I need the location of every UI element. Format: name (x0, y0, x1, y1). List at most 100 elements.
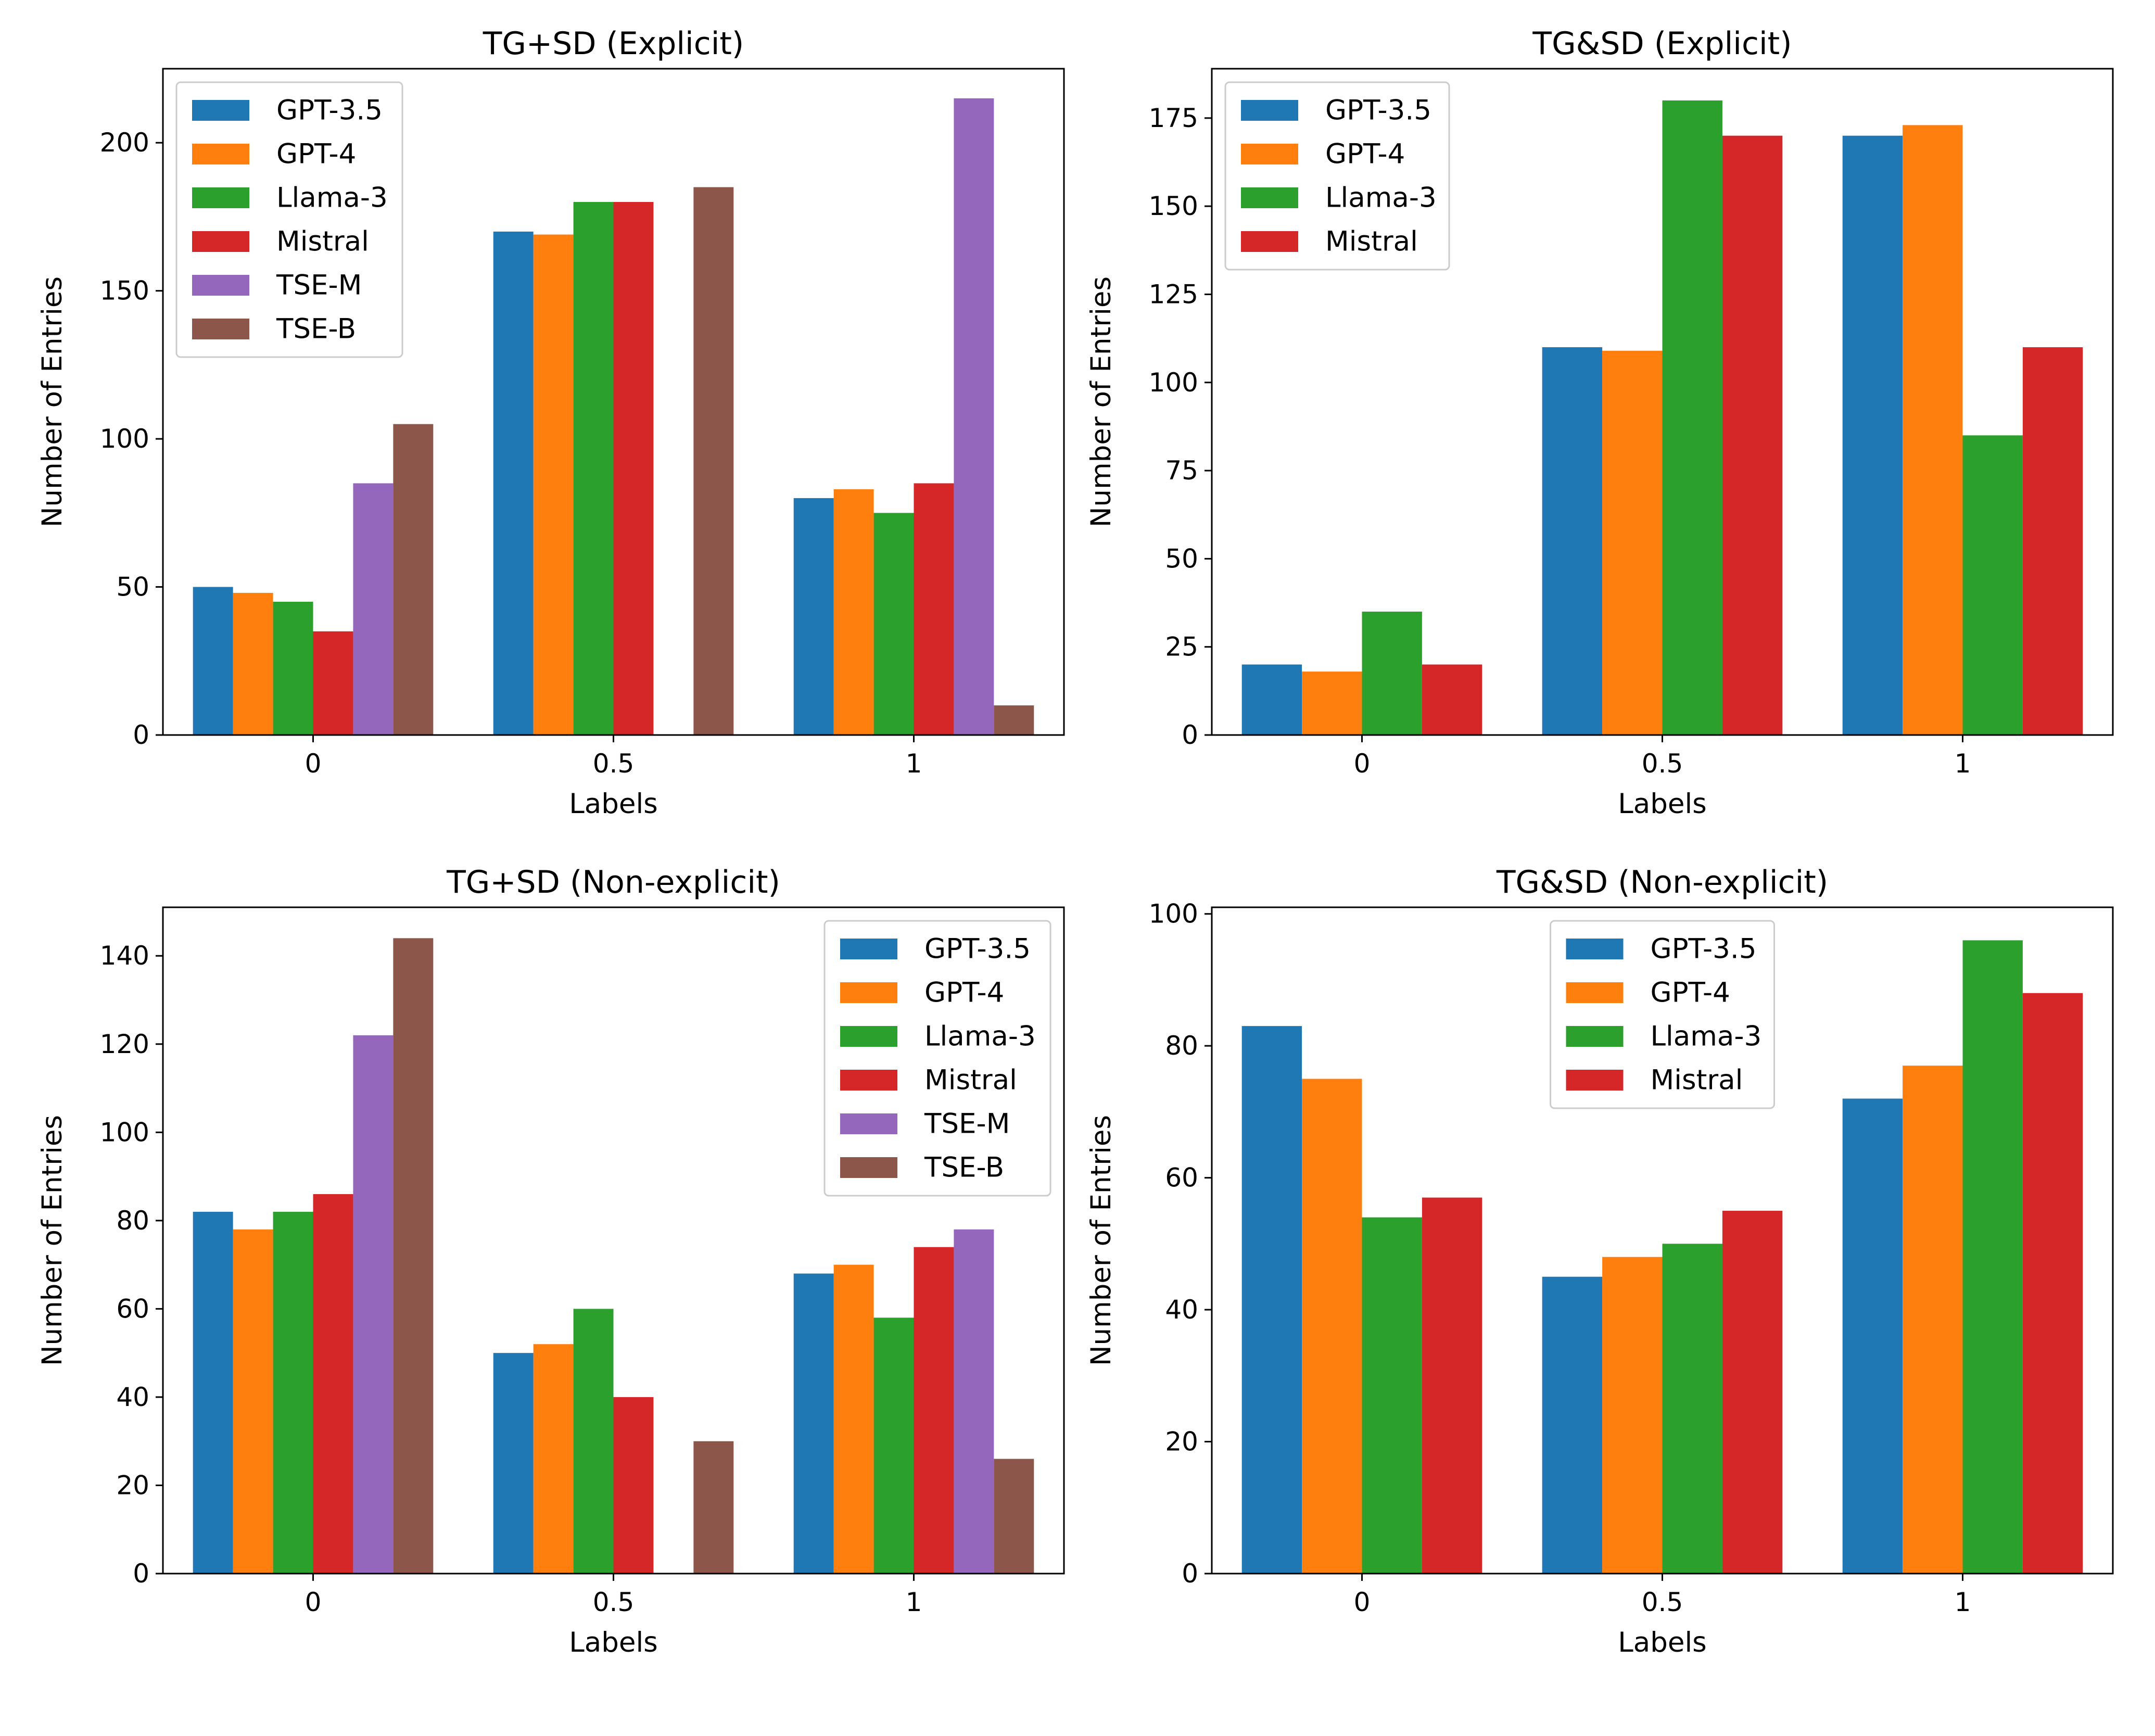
bar-llama-3-0 (1362, 611, 1422, 735)
bar-tse-m-1 (954, 1229, 994, 1574)
legend-label-gpt-4: GPT-4 (924, 977, 1004, 1009)
legend-label-gpt-3-5: GPT-3.5 (1651, 933, 1757, 965)
y-tick-label: 20 (1165, 1427, 1198, 1457)
bar-gpt-4-0-5 (533, 1344, 574, 1574)
legend-swatch-gpt-3-5 (840, 939, 897, 959)
legend-swatch-mistral (1241, 231, 1298, 252)
bar-gpt-4-0 (1302, 1079, 1362, 1574)
bar-tse-b-1 (994, 1459, 1034, 1574)
legend: GPT-3.5 GPT-4 Llama-3 Mistral (1224, 81, 1450, 271)
x-tick-label: 0.5 (1642, 749, 1683, 779)
legend-label-llama-3: Llama-3 (1325, 182, 1437, 214)
legend-swatch-mistral (840, 1070, 897, 1091)
x-tick-label: 0.5 (593, 1587, 635, 1617)
y-tick-label: 140 (100, 941, 149, 971)
bar-gpt-4-0 (1302, 671, 1362, 735)
y-tick-label: 60 (1165, 1163, 1198, 1193)
chart-panel-2: 0 25 50 75 100 125 150 175 0 0.5 1 TG&SD (Explicit)… (1085, 26, 2114, 820)
y-tick-label: 0 (1182, 1558, 1198, 1589)
y-tick-label: 100 (100, 424, 149, 454)
bar-tse-b-0-5 (693, 1441, 734, 1574)
y-tick-label: 0 (1182, 720, 1198, 750)
legend-swatch-gpt-4 (192, 144, 249, 164)
y-axis-label: Number of Entries (1085, 276, 1117, 527)
bar-tse-m-0 (353, 483, 394, 735)
y-tick-label: 175 (1149, 103, 1198, 133)
bar-mistral-1 (2022, 993, 2083, 1574)
x-tick-label: 1 (906, 1587, 922, 1617)
bar-gpt-3-5-0-5 (493, 1353, 534, 1574)
legend-label-gpt-4: GPT-4 (1325, 138, 1405, 170)
legend-swatch-mistral (192, 231, 249, 252)
bar-llama-3-0-5 (1662, 1244, 1722, 1574)
chart-title: TG+SD (Non-explicit) (446, 864, 780, 901)
bar-gpt-3-5-1 (1842, 135, 1903, 736)
bar-mistral-1 (914, 1247, 954, 1574)
chart-title: TG&SD (Non-explicit) (1496, 864, 1828, 901)
y-tick-label: 40 (1165, 1295, 1198, 1325)
legend-label-gpt-4: GPT-4 (1651, 977, 1730, 1009)
legend-swatch-gpt-3-5 (192, 100, 249, 121)
y-tick-label: 80 (116, 1206, 149, 1236)
legend: GPT-3.5 GPT-4 Llama-3 Mistral TSE-M TSE-B (175, 81, 403, 358)
bar-gpt-3-5-1 (793, 498, 834, 735)
x-axis-label: Labels (1618, 1627, 1707, 1658)
bar-tse-m-0 (353, 1035, 394, 1574)
x-axis-label: Labels (1618, 788, 1707, 820)
legend-label-gpt-4: GPT-4 (276, 138, 356, 170)
bar-tse-m-1 (954, 98, 994, 735)
bar-llama-3-0-5 (1662, 100, 1722, 736)
x-tick-label: 0 (1354, 1587, 1371, 1617)
legend-swatch-gpt-4 (840, 982, 897, 1003)
bar-llama-3-1 (873, 513, 914, 735)
legend-swatch-gpt-3-5 (1566, 939, 1624, 959)
legend-swatch-gpt-4 (1241, 144, 1298, 164)
x-tick-label: 0 (305, 1587, 322, 1617)
y-tick-label: 100 (1149, 899, 1198, 929)
bar-llama-3-1 (873, 1317, 914, 1574)
y-tick-label: 25 (1165, 632, 1198, 662)
bar-gpt-4-1 (1903, 125, 1963, 736)
bar-gpt-3-5-0 (193, 587, 233, 735)
y-tick-label: 125 (1149, 279, 1198, 309)
y-tick-label: 50 (116, 572, 149, 602)
legend-box (1550, 920, 1775, 1109)
y-tick-label: 150 (1149, 191, 1198, 221)
chart-panel-1: 0 50 100 150 200 0 0.5 1 TG+SD (Explicit) Labels N… (36, 26, 1065, 820)
legend-label-mistral: Mistral (924, 1065, 1017, 1096)
y-axis-label: Number of Entries (36, 1115, 68, 1366)
legend-swatch-llama-3 (840, 1026, 897, 1047)
bar-gpt-3-5-0 (1241, 1026, 1302, 1574)
bar-tse-b-0 (393, 424, 434, 735)
bar-gpt-4-1 (833, 1264, 874, 1574)
y-tick-label: 80 (1165, 1031, 1198, 1061)
y-tick-label: 0 (133, 1558, 149, 1589)
legend-label-tse-b: TSE-B (924, 1152, 1004, 1184)
chart-title: TG+SD (Explicit) (483, 26, 744, 62)
bar-mistral-0-5 (1722, 135, 1783, 736)
y-tick-label: 60 (116, 1294, 149, 1324)
bar-gpt-4-0-5 (1602, 350, 1663, 735)
bar-llama-3-0-5 (573, 202, 614, 735)
x-tick-label: 1 (906, 749, 922, 779)
chart-title: TG&SD (Explicit) (1532, 26, 1792, 62)
x-tick-label: 0.5 (593, 749, 635, 779)
legend-swatch-llama-3 (192, 187, 249, 208)
y-axis-label: Number of Entries (36, 276, 68, 527)
y-tick-label: 120 (100, 1029, 149, 1059)
legend-label-tse-b: TSE-B (276, 313, 356, 345)
legend-label-gpt-3-5: GPT-3.5 (924, 933, 1031, 965)
y-tick-label: 100 (100, 1117, 149, 1147)
legend-label-tse-m: TSE-M (276, 270, 362, 301)
bar-gpt-4-0 (233, 1229, 273, 1574)
legend-box (1224, 81, 1450, 271)
legend-label-mistral: Mistral (1325, 226, 1418, 258)
legend-swatch-tse-b (192, 319, 249, 339)
bar-mistral-0-5 (613, 1397, 654, 1574)
legend-swatch-tse-m (192, 275, 249, 296)
bar-mistral-0-5 (1722, 1210, 1783, 1574)
bar-llama-3-0 (1362, 1217, 1422, 1574)
y-tick-label: 20 (116, 1470, 149, 1500)
legend-label-llama-3: Llama-3 (276, 182, 388, 214)
